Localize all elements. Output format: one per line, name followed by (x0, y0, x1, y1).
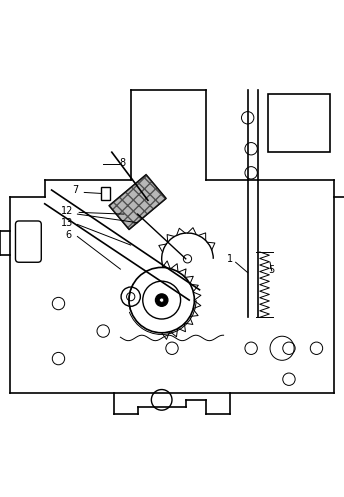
Text: 1: 1 (227, 254, 234, 264)
Circle shape (155, 294, 168, 306)
Text: 6: 6 (66, 230, 72, 240)
Circle shape (160, 298, 164, 302)
Text: 8: 8 (119, 158, 125, 168)
Text: 13: 13 (61, 218, 73, 228)
Text: 7: 7 (73, 185, 79, 195)
Bar (109, 175, 166, 230)
Bar (268, 94, 330, 152)
Text: 12: 12 (61, 206, 73, 216)
Bar (109, 175, 166, 230)
Text: 5: 5 (269, 264, 275, 274)
Bar (101, 186, 110, 200)
